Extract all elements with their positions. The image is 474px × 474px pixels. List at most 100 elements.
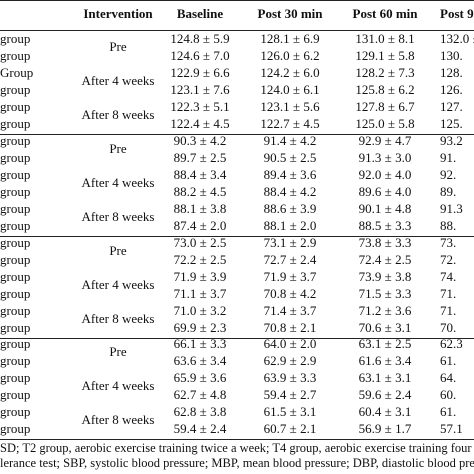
cell: 62.7 ± 4.8 xyxy=(173,386,227,402)
group-label: group xyxy=(0,403,31,419)
column-header: Baseline xyxy=(176,6,224,21)
rule xyxy=(0,338,474,340)
group-label: group xyxy=(0,115,31,131)
cell: 122.7 ± 4.5 xyxy=(260,115,320,131)
cell: 132.0 ± xyxy=(440,31,474,46)
cell: 60.7 ± 2.1 xyxy=(263,420,317,436)
cell: 89. xyxy=(440,183,457,199)
group-label: group xyxy=(0,420,31,436)
cell: 66.1 ± 3.3 xyxy=(173,336,227,351)
cell: 123.1 ± 5.6 xyxy=(260,98,320,114)
cell: 122.3 ± 5.1 xyxy=(170,98,230,114)
cell: 131.0 ± 8.1 xyxy=(355,31,415,46)
cell: 60.4 ± 3.1 xyxy=(358,403,412,419)
group-label: group xyxy=(0,166,31,182)
footnote: SD; T2 group, aerobic exercise training … xyxy=(0,441,474,455)
cell: 92. xyxy=(440,166,457,182)
group-label: group xyxy=(0,386,31,402)
group-label: group xyxy=(0,235,31,250)
cell: 88.4 ± 3.4 xyxy=(173,166,227,182)
cell: 124.0 ± 6.1 xyxy=(260,81,320,97)
rule xyxy=(0,236,474,238)
cell: 64. xyxy=(440,369,457,385)
intervention: Pre xyxy=(109,39,127,55)
cell: 70. xyxy=(440,319,457,335)
rule xyxy=(0,134,474,136)
cell: 70.8 ± 4.2 xyxy=(263,285,317,301)
cell: 59.6 ± 2.4 xyxy=(358,386,412,402)
cell: 59.4 ± 2.7 xyxy=(263,386,317,402)
intervention: Pre xyxy=(109,243,127,259)
cell: 73.9 ± 3.8 xyxy=(358,268,412,284)
cell: 91.3 ± 3.0 xyxy=(358,149,412,165)
cell: 130. xyxy=(440,47,463,63)
rule xyxy=(0,30,474,31)
cell: 88.1 ± 2.0 xyxy=(263,217,317,233)
cell: 62.9 ± 2.9 xyxy=(263,352,317,368)
intervention: After 8 weeks xyxy=(81,107,155,123)
cell: 61. xyxy=(440,403,457,419)
group-label: group xyxy=(0,149,31,165)
cell: 73.8 ± 3.3 xyxy=(358,235,412,250)
cell: 72.2 ± 2.5 xyxy=(173,251,227,267)
intervention: After 4 weeks xyxy=(81,175,155,191)
intervention: After 8 weeks xyxy=(81,209,155,225)
footnote: me. xyxy=(0,470,18,474)
cell: 56.9 ± 1.7 xyxy=(358,420,412,436)
cell: 71.9 ± 3.7 xyxy=(263,268,317,284)
cell: 90.3 ± 4.2 xyxy=(173,133,227,148)
cell: 127. xyxy=(440,98,463,114)
cell: 73.1 ± 2.9 xyxy=(263,235,317,250)
cell: 72.7 ± 2.4 xyxy=(263,251,317,267)
cell: 71.9 ± 3.9 xyxy=(173,268,227,284)
cell: 126.0 ± 6.2 xyxy=(260,47,320,63)
cell: 71.0 ± 3.2 xyxy=(173,302,227,318)
intervention: After 8 weeks xyxy=(81,412,155,428)
cell: 124.2 ± 6.0 xyxy=(260,64,320,80)
cell: 71.2 ± 3.6 xyxy=(358,302,412,318)
group-label: group xyxy=(0,133,31,148)
group-label: group xyxy=(0,200,31,216)
intervention: After 4 weeks xyxy=(81,73,155,89)
cell: 60. xyxy=(440,386,457,402)
cell: 63.1 ± 3.1 xyxy=(358,369,412,385)
cell: 122.4 ± 4.5 xyxy=(170,115,230,131)
cell: 91.4 ± 4.2 xyxy=(263,133,317,148)
group-label: group xyxy=(0,81,31,97)
column-header: Post 60 min xyxy=(352,6,418,21)
group-label: group xyxy=(0,98,31,114)
group-label: group xyxy=(0,369,31,385)
cell: 127.8 ± 6.7 xyxy=(355,98,415,114)
cell: 72. xyxy=(440,251,457,267)
intervention: Pre xyxy=(109,141,127,157)
cell: 91.3 xyxy=(440,200,463,216)
cell: 126. xyxy=(440,81,463,97)
rule xyxy=(0,439,474,441)
cell: 90.5 ± 2.5 xyxy=(263,149,317,165)
cell: 88.2 ± 4.5 xyxy=(173,183,227,199)
group-label: group xyxy=(0,319,31,335)
cell: 65.9 ± 3.6 xyxy=(173,369,227,385)
footnote: lerance test; SBP, systolic blood pressu… xyxy=(0,456,474,470)
cell: 89.7 ± 2.5 xyxy=(173,149,227,165)
cell: 62.8 ± 3.8 xyxy=(173,403,227,419)
cell: 92.0 ± 4.0 xyxy=(358,166,412,182)
intervention: After 4 weeks xyxy=(81,277,155,293)
cell: 71.5 ± 3.3 xyxy=(358,285,412,301)
group-label: group xyxy=(0,302,31,318)
cell: 70.8 ± 2.1 xyxy=(263,319,317,335)
cell: 89.4 ± 3.6 xyxy=(263,166,317,182)
intervention: After 8 weeks xyxy=(81,311,155,327)
cell: 125.8 ± 6.2 xyxy=(355,81,415,97)
group-label: Group xyxy=(0,64,34,80)
cell: 88.5 ± 3.3 xyxy=(358,217,412,233)
cell: 123.1 ± 7.6 xyxy=(170,81,230,97)
cell: 63.6 ± 3.4 xyxy=(173,352,227,368)
cell: 74. xyxy=(440,268,457,284)
cell: 128. xyxy=(440,64,463,80)
cell: 93.2 xyxy=(440,133,463,148)
cell: 73. xyxy=(440,235,457,250)
cell: 88.6 ± 3.9 xyxy=(263,200,317,216)
group-label: group xyxy=(0,352,31,368)
